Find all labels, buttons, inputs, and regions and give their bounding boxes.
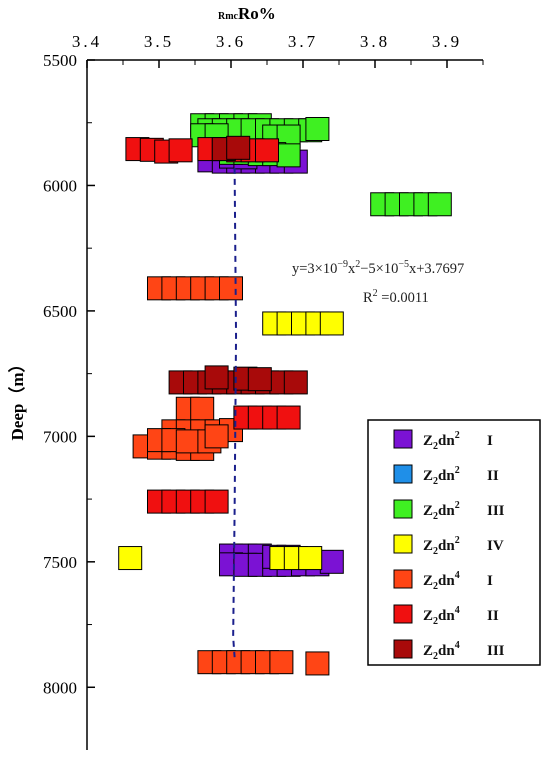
y-tick-label: 7500	[43, 553, 77, 572]
data-point	[204, 489, 229, 514]
x-tick-label: 3.9	[432, 32, 462, 51]
x-tick-label: 3.5	[144, 32, 174, 51]
x-axis-title: RmcRo%	[218, 4, 276, 23]
legend-label: Z2dn2	[423, 465, 460, 487]
data-point	[319, 549, 344, 574]
legend-roman: II	[487, 608, 499, 624]
data-point	[298, 546, 323, 571]
data-point	[276, 405, 301, 430]
data-point	[175, 429, 200, 454]
legend-roman: III	[487, 643, 505, 659]
legend-roman: I	[487, 433, 493, 449]
x-tick-label: 3.8	[360, 32, 390, 51]
data-point	[219, 276, 243, 301]
y-tick-label: 6000	[43, 176, 77, 195]
y-tick-label: 6500	[43, 302, 77, 321]
legend-swatch	[393, 464, 413, 484]
legend-roman: III	[487, 503, 505, 519]
y-tick-label: 7000	[43, 427, 77, 446]
y-axis-title: Deep（m）	[7, 356, 27, 441]
data-point	[118, 546, 143, 571]
data-point	[305, 117, 330, 141]
legend-label: Z2dn2	[423, 535, 460, 557]
data-point	[305, 651, 330, 676]
x-tick-label: 3.6	[216, 32, 246, 51]
y-tick-label: 8000	[43, 678, 77, 697]
legend-label: Z2dn4	[423, 605, 460, 627]
legend-swatch	[393, 429, 413, 449]
x-axis-title-main: Ro%	[238, 4, 276, 23]
legend-roman: I	[487, 573, 493, 589]
data-point	[427, 192, 452, 217]
data-point	[276, 143, 301, 168]
legend-label: Z2dn4	[423, 570, 460, 592]
legend-swatch	[393, 639, 413, 659]
data-point	[255, 138, 279, 163]
x-axis-title-prefix: Rmc	[218, 11, 239, 22]
y-axis: 5500 6000 6500 7000 7500 8000	[43, 51, 95, 750]
data-point	[204, 424, 229, 449]
legend-label: Z2dn4	[423, 640, 460, 662]
data-point	[283, 370, 308, 395]
data-point	[168, 138, 193, 163]
legend-label: Z2dn2	[423, 430, 460, 452]
data-points	[118, 113, 452, 676]
legend-roman: II	[487, 468, 499, 484]
legend-swatch	[393, 569, 413, 589]
data-point	[226, 135, 251, 160]
legend-label: Z2dn2	[423, 500, 460, 522]
data-point	[269, 650, 294, 675]
r-squared: R2 =0.0011	[363, 288, 429, 306]
data-point	[190, 396, 215, 421]
legend-swatch	[393, 604, 413, 624]
regression-equation: y=3×10−9x2−5×10−5x+3.7697	[292, 259, 464, 277]
data-point	[247, 367, 272, 392]
x-axis: 3.4 3.5 3.6 3.7 3.8 3.9	[72, 32, 484, 68]
legend-roman: IV	[487, 538, 504, 554]
data-point	[319, 311, 344, 336]
x-tick-label: 3.4	[72, 32, 102, 51]
trend-line	[232, 167, 238, 658]
legend: Z2dn2 I Z2dn2 II Z2dn2 III Z2dn2 IV Z2dn4 I Z2dn4 I…	[367, 419, 541, 666]
y-tick-label: 5500	[43, 51, 77, 70]
x-tick-label: 3.7	[288, 32, 318, 51]
legend-swatch	[393, 499, 413, 519]
legend-swatch	[393, 534, 413, 554]
data-point	[204, 365, 229, 390]
